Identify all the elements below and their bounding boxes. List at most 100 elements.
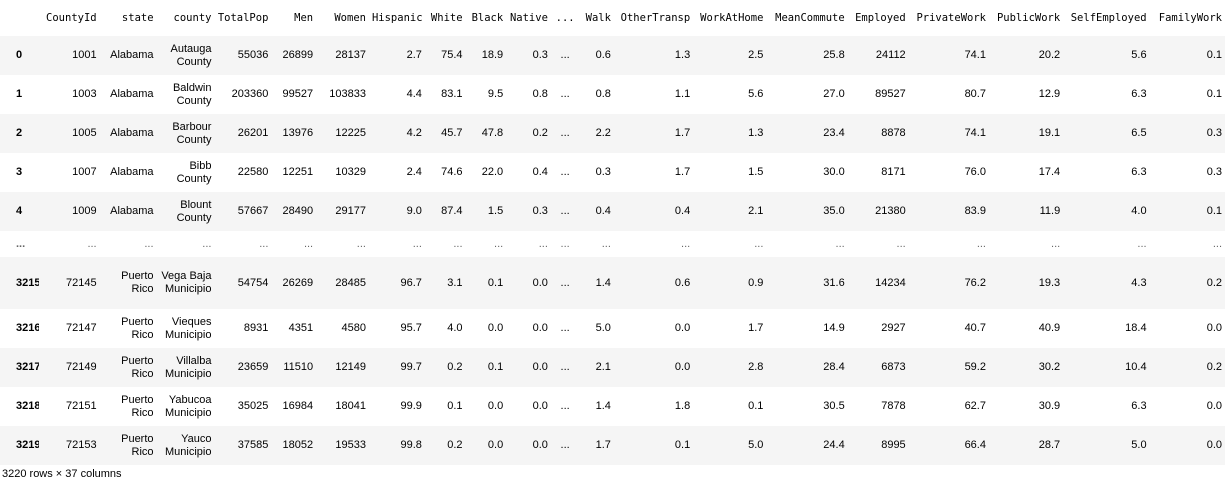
table-cell: 95.7 xyxy=(400,322,422,334)
table-cell: 9.5 xyxy=(487,88,504,100)
table-cell: 19533 xyxy=(335,439,366,451)
table-cell: 2.8 xyxy=(748,361,764,373)
table-cell: 40.7 xyxy=(964,322,986,334)
table-cell: 5.0 xyxy=(1131,439,1147,451)
table-cell: 0.6 xyxy=(595,49,611,61)
column-header: county xyxy=(173,11,212,24)
table-row: 3216 72147 Puerto Rico Vieques Municipio 893… xyxy=(0,309,1225,348)
table-cell: 1.3 xyxy=(748,127,764,139)
table-cell: 1003 xyxy=(72,88,97,100)
table-cell: 59.2 xyxy=(964,361,986,373)
table-cell: 2.2 xyxy=(595,127,611,139)
table-cell: 75.4 xyxy=(441,49,463,61)
column-header: WorkAtHome xyxy=(700,11,764,24)
table-cell: 76.2 xyxy=(964,276,986,289)
table-cell: 1.4 xyxy=(595,276,611,289)
shape-footer: 3220 rows × 37 columns xyxy=(2,468,122,480)
row-index: 3219 xyxy=(16,439,39,451)
row-index: 3 xyxy=(16,166,23,178)
column-header-ellipsis: ... xyxy=(555,11,575,24)
table-row: 3215 72145 Puerto Rico Vega Baja Municipio 5… xyxy=(0,257,1225,309)
table-cell: 0.0 xyxy=(1206,439,1222,451)
table-cell: 2.7 xyxy=(406,49,422,61)
table-cell: 0.0 xyxy=(487,322,504,334)
table-cell: 0.1 xyxy=(487,276,504,289)
table-cell: 54754 xyxy=(237,276,269,289)
table-cell: 2.5 xyxy=(748,49,764,61)
table-cell: Bibb County xyxy=(176,159,212,185)
table-cell: 11.9 xyxy=(1039,205,1061,217)
table-cell: 23659 xyxy=(237,361,269,373)
table-cell: 1009 xyxy=(72,205,97,217)
row-index: 3218 xyxy=(16,400,39,412)
table-cell: 4.4 xyxy=(406,88,422,100)
table-cell: ... xyxy=(303,237,314,250)
column-header: SelfEmployed xyxy=(1070,11,1147,24)
table-cell: 76.0 xyxy=(964,166,986,178)
row-index: ... xyxy=(16,237,26,250)
dataframe-table: CountyId state county TotalPop Men Women… xyxy=(0,0,1225,458)
table-cell: 35025 xyxy=(237,400,269,412)
table-cell: 1.4 xyxy=(595,400,611,412)
table-cell: ... xyxy=(601,237,611,250)
table-cell: 28.7 xyxy=(1038,439,1061,451)
table-cell: ... xyxy=(976,237,986,250)
column-header: MeanCommute xyxy=(775,11,845,24)
table-cell: 26899 xyxy=(282,49,314,61)
index-header xyxy=(0,0,39,36)
table-cell: 23.4 xyxy=(823,127,845,139)
table-cell: 72149 xyxy=(66,361,97,373)
table-cell: 1005 xyxy=(72,127,97,139)
table-cell: 6.3 xyxy=(1131,400,1147,412)
table-cell: 27.0 xyxy=(823,88,845,100)
column-header: Walk xyxy=(585,11,611,24)
table-cell: 99.9 xyxy=(400,400,422,412)
table-row: 1 1003 Alabama Baldwin County 203360 99527 103… xyxy=(0,75,1225,114)
column-header: FamilyWork xyxy=(1158,11,1222,24)
table-cell: Alabama xyxy=(110,166,154,178)
column-header: PublicWork xyxy=(996,11,1061,24)
table-cell: 83.1 xyxy=(441,88,463,100)
table-cell: 0.2 xyxy=(447,361,463,373)
table-cell: 0.1 xyxy=(1206,88,1222,100)
table-cell: 14234 xyxy=(875,276,906,289)
table-cell: 103833 xyxy=(329,88,366,100)
table-cell: 0.0 xyxy=(532,322,548,334)
table-cell: 22580 xyxy=(237,166,269,178)
table-cell: Alabama xyxy=(110,49,154,61)
table-cell: 0.1 xyxy=(487,361,504,373)
table-cell: 1.7 xyxy=(674,166,691,178)
table-cell: 28.4 xyxy=(823,361,845,373)
table-row: 3217 72149 Puerto Rico Villalba Municipio 23… xyxy=(0,348,1225,387)
table-cell: 13976 xyxy=(282,127,314,139)
table-cell: 37585 xyxy=(237,439,269,451)
table-cell: 12.9 xyxy=(1038,88,1061,100)
table-cell: 0.0 xyxy=(487,400,504,412)
cell-ellipsis: ... xyxy=(560,166,570,178)
table-cell: 72145 xyxy=(66,276,97,289)
table-cell: 12225 xyxy=(335,127,366,139)
table-cell: 19.1 xyxy=(1038,127,1061,139)
table-cell: 0.2 xyxy=(1206,361,1222,373)
column-header: White xyxy=(430,11,463,24)
table-cell: Vega Baja Municipio xyxy=(161,270,212,295)
table-cell: 74.1 xyxy=(964,127,986,139)
table-cell: 0.0 xyxy=(674,322,691,334)
table-cell: 6873 xyxy=(881,361,906,373)
table-cell: 87.4 xyxy=(441,205,463,217)
table-cell: 1.3 xyxy=(674,49,691,61)
table-cell: 24112 xyxy=(875,49,906,61)
cell-ellipsis: ... xyxy=(560,400,570,412)
table-cell: 4.3 xyxy=(1131,276,1147,289)
table-cell: 1.8 xyxy=(674,400,691,412)
table-cell: 0.2 xyxy=(447,439,463,451)
table-cell: 80.7 xyxy=(964,88,986,100)
row-index: 3215 xyxy=(16,276,39,289)
table-cell: 16984 xyxy=(282,400,314,412)
table-cell: ... xyxy=(681,237,691,250)
table-cell: 10.4 xyxy=(1125,361,1147,373)
table-cell: 30.9 xyxy=(1038,400,1061,412)
table-cell: 0.8 xyxy=(595,88,611,100)
table-cell: 1.7 xyxy=(748,322,764,334)
table-cell: 5.0 xyxy=(748,439,764,451)
